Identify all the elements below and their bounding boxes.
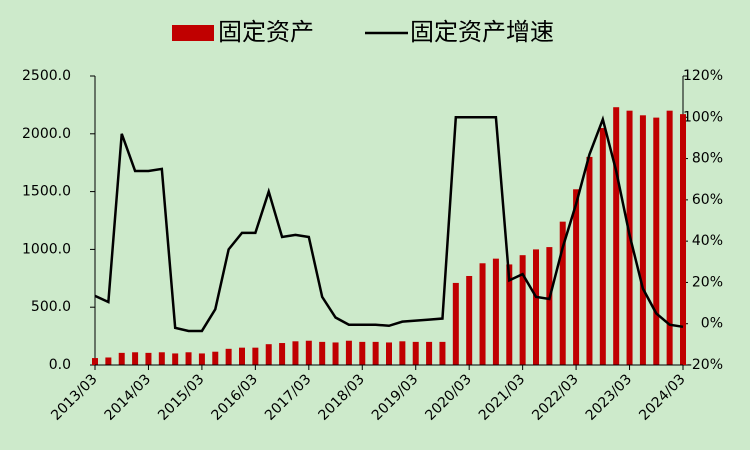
y2-tick-label: 40% xyxy=(692,233,723,249)
bar xyxy=(372,341,379,365)
x-tick-label: 2019/03 xyxy=(369,371,421,423)
x-tick-label: 2023/03 xyxy=(583,371,635,423)
bar xyxy=(198,353,205,365)
x-tick-label: 2017/03 xyxy=(262,371,314,423)
x-tick-label: 2013/03 xyxy=(48,371,100,423)
bar xyxy=(225,348,232,365)
bar xyxy=(533,249,539,365)
bar xyxy=(386,342,392,365)
y2-tick-label: 60% xyxy=(692,192,723,208)
bar xyxy=(265,344,272,365)
bar xyxy=(239,347,245,365)
bar xyxy=(279,343,286,365)
bar xyxy=(172,353,179,365)
y2-tick-label: 0% xyxy=(701,316,723,332)
bar xyxy=(332,342,339,365)
bar xyxy=(573,189,580,365)
x-tick-label: 2024/03 xyxy=(636,371,688,423)
bar xyxy=(345,340,352,365)
bar xyxy=(426,341,433,365)
legend-label: 固定资产 xyxy=(218,18,314,46)
bar xyxy=(519,255,526,365)
y2-tick-label: 20% xyxy=(692,274,723,290)
bar xyxy=(452,282,459,365)
y-tick-label: 0.0 xyxy=(49,357,71,373)
y-tick-label: 2500.0 xyxy=(22,68,71,84)
x-tick-label: 2014/03 xyxy=(102,371,154,423)
x-tick-label: 2018/03 xyxy=(315,371,367,423)
y-tick-label: 2000.0 xyxy=(22,126,71,142)
bar xyxy=(639,115,646,365)
x-tick-label: 2020/03 xyxy=(422,371,474,423)
bar xyxy=(292,341,299,365)
x-tick-label: 2021/03 xyxy=(476,371,528,423)
bar xyxy=(613,107,620,365)
legend-swatch xyxy=(172,25,214,41)
bar xyxy=(599,128,606,365)
y-tick-label: 1500.0 xyxy=(22,184,71,200)
bar xyxy=(158,352,165,365)
x-tick-label: 2015/03 xyxy=(155,371,207,423)
bar xyxy=(506,264,513,365)
bar xyxy=(105,357,112,365)
bar xyxy=(653,117,660,365)
bar xyxy=(479,263,486,365)
bar xyxy=(666,110,673,366)
bar xyxy=(185,352,192,365)
bar xyxy=(212,351,219,365)
bar xyxy=(92,358,98,365)
y2-tick-label: -20% xyxy=(687,357,723,373)
bar xyxy=(132,352,139,365)
y2-tick-label: 80% xyxy=(692,151,723,167)
x-tick-label: 2016/03 xyxy=(209,371,261,423)
bar xyxy=(252,347,259,365)
bar xyxy=(466,275,473,365)
bar xyxy=(145,352,152,365)
bar xyxy=(359,341,366,365)
y2-tick-label: 100% xyxy=(683,109,723,125)
x-tick-label: 2022/03 xyxy=(529,371,581,423)
bar xyxy=(546,247,553,365)
legend-label: 固定资产增速 xyxy=(410,18,554,46)
bar xyxy=(680,114,686,365)
bar xyxy=(305,340,312,365)
bar xyxy=(559,221,566,365)
bar xyxy=(439,341,446,365)
bar xyxy=(118,352,125,365)
line xyxy=(94,115,684,333)
bar xyxy=(492,258,499,365)
y-tick-label: 500.0 xyxy=(31,299,71,315)
y-tick-label: 1000.0 xyxy=(22,241,71,257)
bar xyxy=(412,341,419,365)
y2-tick-label: 120% xyxy=(683,68,723,84)
bar xyxy=(319,341,326,365)
bar xyxy=(586,156,593,365)
bar xyxy=(399,341,406,365)
